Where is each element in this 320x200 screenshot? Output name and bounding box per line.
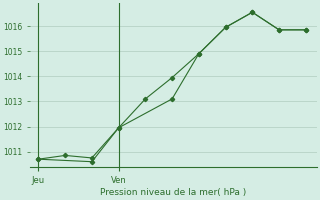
X-axis label: Pression niveau de la mer( hPa ): Pression niveau de la mer( hPa )	[100, 188, 247, 197]
